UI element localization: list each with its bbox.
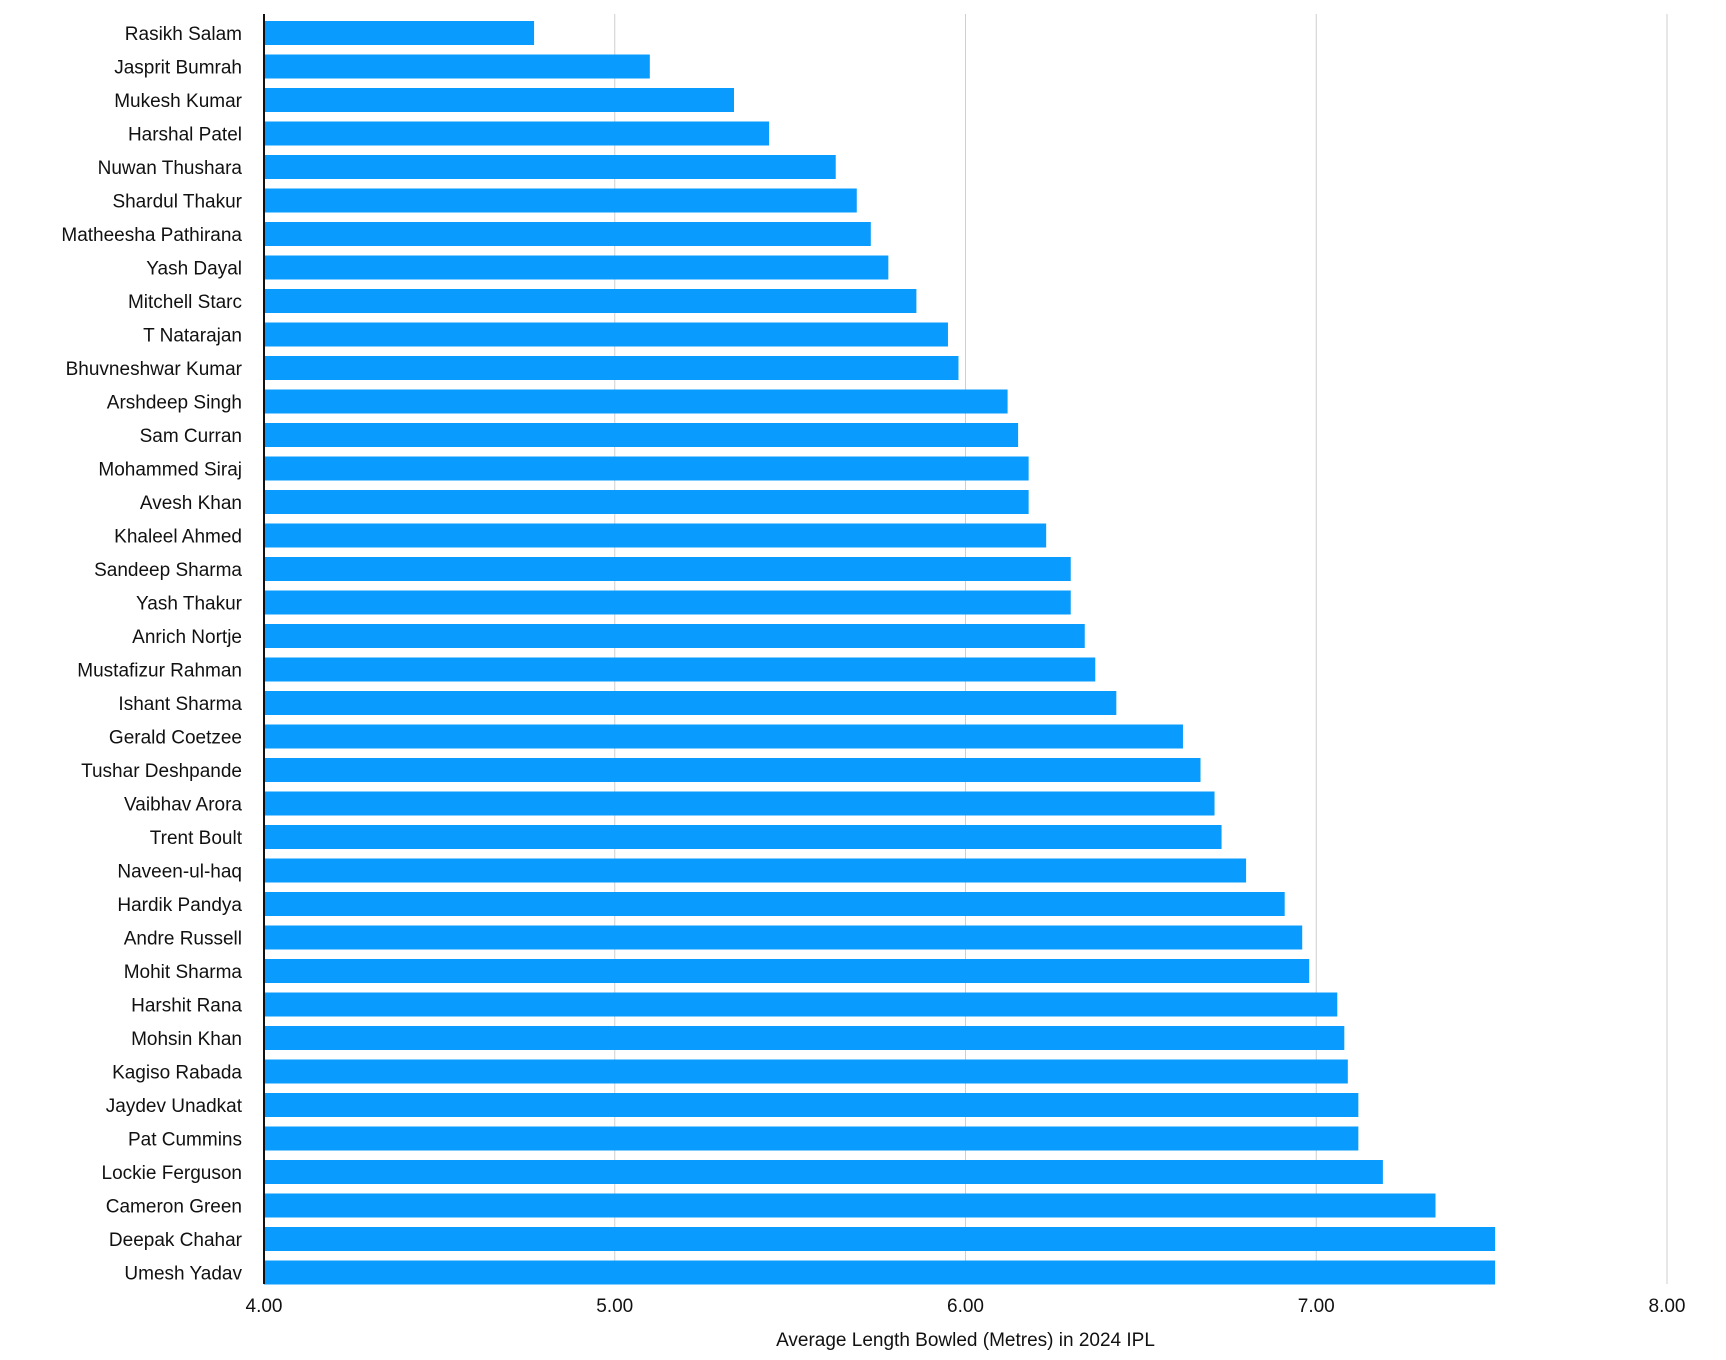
bar: [264, 825, 1222, 849]
bar: [264, 791, 1215, 816]
bar: [264, 624, 1085, 648]
category-label: Mukesh Kumar: [114, 91, 242, 112]
category-label: Bhuvneshwar Kumar: [66, 359, 243, 380]
category-label: Umesh Yadav: [124, 1264, 242, 1285]
bar: [264, 456, 1029, 481]
bar: [264, 1260, 1496, 1285]
bar: [264, 255, 889, 280]
bar: [264, 356, 959, 380]
category-label: Tushar Deshpande: [81, 761, 242, 782]
bar: [264, 155, 836, 179]
category-label: Kagiso Rabada: [112, 1063, 242, 1084]
category-label: Ishant Sharma: [118, 694, 242, 715]
bar: [264, 858, 1247, 883]
x-tick-label: 4.00: [246, 1296, 283, 1317]
bar: [264, 88, 735, 112]
x-axis-title: Average Length Bowled (Metres) in 2024 I…: [776, 1330, 1155, 1351]
bars: [264, 21, 1496, 1285]
category-label: Arshdeep Singh: [107, 393, 242, 414]
bar: [264, 188, 857, 213]
bar: [264, 557, 1071, 581]
bar: [264, 322, 948, 347]
category-label: Naveen-ul-haq: [117, 862, 242, 883]
category-label: Matheesha Pathirana: [61, 225, 242, 246]
bar: [264, 1093, 1359, 1117]
category-label: Anrich Nortje: [132, 627, 242, 648]
category-labels: Rasikh Salam Jasprit Bumrah Mukesh Kumar Ha…: [61, 24, 242, 1285]
category-label: Mohsin Khan: [131, 1029, 242, 1050]
bar: [264, 289, 917, 313]
bar: [264, 1126, 1359, 1151]
bar: [264, 657, 1096, 682]
category-label: Jaydev Unadkat: [106, 1096, 243, 1117]
bar: [264, 925, 1303, 950]
category-label: T Natarajan: [143, 326, 242, 347]
bar: [264, 121, 770, 146]
category-label: Yash Thakur: [136, 594, 243, 615]
category-label: Mohammed Siraj: [98, 460, 242, 481]
bar: [264, 54, 650, 79]
bar: [264, 423, 1019, 447]
category-label: Sandeep Sharma: [94, 560, 242, 581]
bar: [264, 1193, 1436, 1218]
category-label: Lockie Ferguson: [102, 1163, 242, 1184]
x-tick-label: 7.00: [1298, 1296, 1335, 1317]
bar: [264, 691, 1117, 715]
category-label: Trent Boult: [150, 828, 243, 849]
bar: [264, 758, 1201, 782]
bar: [264, 490, 1029, 514]
bar: [264, 1026, 1345, 1050]
x-tick-label: 8.00: [1649, 1296, 1686, 1317]
category-label: Rasikh Salam: [125, 24, 242, 45]
category-label: Vaibhav Arora: [124, 795, 242, 816]
bar: [264, 992, 1338, 1017]
bar: [264, 1059, 1348, 1084]
bar: [264, 389, 1008, 414]
bar: [264, 724, 1183, 749]
category-label: Jasprit Bumrah: [114, 58, 242, 79]
x-tick-label: 5.00: [596, 1296, 633, 1317]
category-label: Harshit Rana: [131, 996, 242, 1017]
x-tick-label: 6.00: [947, 1296, 984, 1317]
category-label: Khaleel Ahmed: [114, 527, 242, 548]
bar: [264, 1227, 1496, 1251]
category-label: Deepak Chahar: [109, 1230, 243, 1251]
category-label: Mitchell Starc: [128, 292, 242, 313]
bar: [264, 959, 1310, 983]
bar: [264, 590, 1071, 615]
category-label: Pat Cummins: [128, 1130, 242, 1151]
category-label: Mohit Sharma: [124, 962, 243, 983]
bar: [264, 1160, 1383, 1184]
category-label: Shardul Thakur: [112, 192, 242, 213]
bar: [264, 523, 1047, 548]
category-label: Sam Curran: [140, 426, 242, 447]
category-label: Cameron Green: [106, 1197, 242, 1218]
bar: [264, 222, 871, 246]
category-label: Mustafizur Rahman: [77, 661, 242, 682]
category-label: Harshal Patel: [128, 125, 242, 146]
category-label: Andre Russell: [124, 929, 242, 950]
bar: [264, 892, 1285, 916]
category-label: Hardik Pandya: [117, 895, 242, 916]
category-label: Yash Dayal: [146, 259, 242, 280]
category-label: Avesh Khan: [140, 493, 242, 514]
category-label: Nuwan Thushara: [98, 158, 243, 179]
category-label: Gerald Coetzee: [109, 728, 242, 749]
bar: [264, 21, 535, 45]
x-tick-labels: 4.00 5.00 6.00 7.00 8.00: [246, 1296, 1686, 1317]
